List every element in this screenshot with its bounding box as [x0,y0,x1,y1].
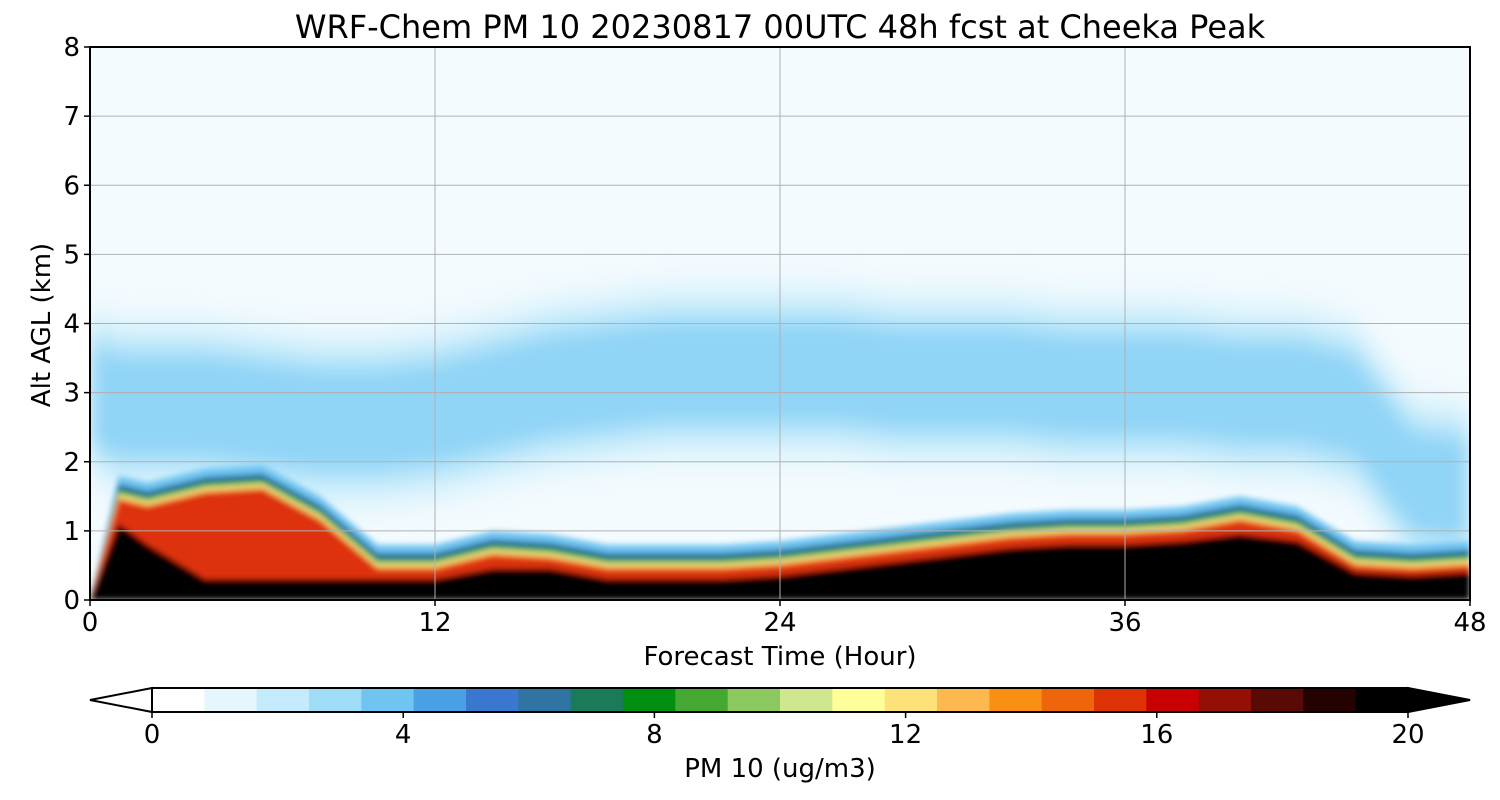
colorbar-cell-21 [1251,688,1304,712]
x-axis-label: Forecast Time (Hour) [643,642,916,672]
colorbar-cell-23 [1355,688,1409,712]
colorbar-tick-label-3: 12 [889,720,922,750]
x-tick-label-3: 36 [1108,608,1141,638]
colorbar-cell-22 [1303,688,1357,712]
colorbar-cell-13 [832,688,886,712]
y-tick-label-6: 6 [63,171,80,201]
colorbar-tick-label-2: 8 [646,720,663,750]
x-tick-label-2: 24 [763,608,796,638]
colorbar-tick-label-0: 0 [144,720,161,750]
y-tick-label-8: 8 [63,33,80,63]
colorbar-tick-label-5: 20 [1391,720,1424,750]
colorbar-cell-17 [1041,688,1095,712]
colorbar-frame [151,687,1409,713]
colorbar-cell-8 [570,688,624,712]
y-tick-label-5: 5 [63,240,80,270]
colorbar-cell-1 [204,688,258,712]
y-tick-label-1: 1 [63,517,80,547]
colorbar: 0 4 8 12 16 20 PM 10 (ug/m3) [89,686,1471,784]
x-tick-label-0: 0 [82,608,99,638]
colorbar-ticks: 0 4 8 12 16 20 [144,712,1425,750]
grid-lines [90,47,1470,600]
colorbar-cell-10 [675,688,729,712]
colorbar-tick-label-1: 4 [395,720,412,750]
colorbar-label: PM 10 (ug/m3) [684,754,876,784]
y-tick-label-0: 0 [63,586,80,616]
y-tick-label-7: 7 [63,102,80,132]
colorbar-cell-7 [518,688,572,712]
colorbar-cell-5 [413,688,467,712]
colorbar-tick-label-4: 16 [1140,720,1173,750]
colorbar-cells [152,688,1409,712]
colorbar-cell-0 [152,688,205,712]
colorbar-cell-11 [727,688,781,712]
y-axis-ticks: 0 1 2 3 4 5 6 7 8 [63,33,90,616]
colorbar-cell-20 [1198,688,1252,712]
colorbar-cell-19 [1146,688,1200,712]
colorbar-cell-3 [309,688,362,712]
y-tick-label-3: 3 [63,379,80,409]
colorbar-cell-4 [361,688,415,712]
x-tick-label-4: 48 [1453,608,1486,638]
colorbar-cell-9 [623,688,676,712]
colorbar-cell-2 [256,688,310,712]
colorbar-cell-15 [937,688,990,712]
colorbar-cell-6 [466,688,519,712]
y-tick-label-4: 4 [63,310,80,340]
colorbar-cell-16 [989,688,1043,712]
colorbar-cell-12 [780,688,833,712]
colorbar-cell-14 [884,688,938,712]
x-axis-ticks: 0 12 24 36 48 [82,600,1487,638]
colorbar-extend-min [89,686,153,714]
y-tick-label-2: 2 [63,448,80,478]
y-axis-label: Alt AGL (km) [27,243,57,407]
x-tick-label-1: 12 [418,608,451,638]
chart-title: WRF-Chem PM 10 20230817 00UTC 48h fcst a… [295,8,1266,46]
colorbar-cell-18 [1094,688,1147,712]
colorbar-extend-max [1407,686,1471,714]
